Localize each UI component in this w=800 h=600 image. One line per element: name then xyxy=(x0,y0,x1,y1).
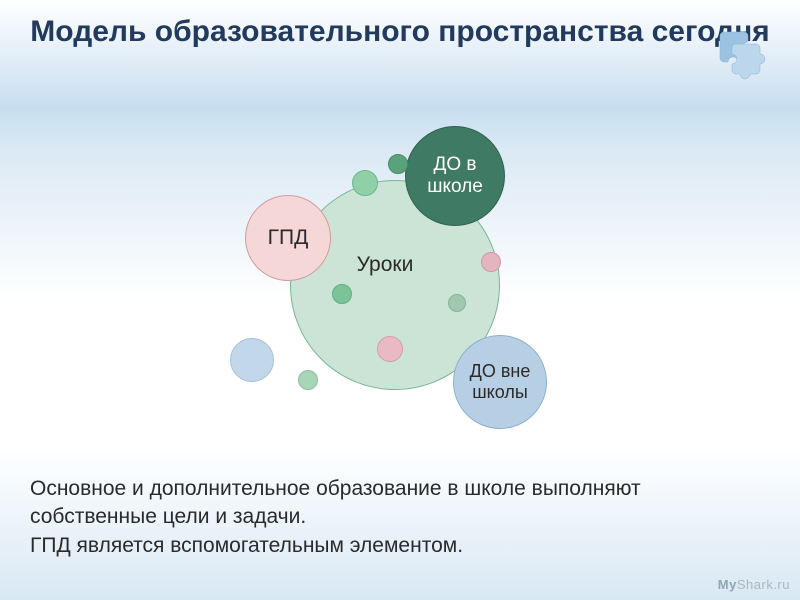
puzzle-piece-front xyxy=(732,44,765,79)
circle-s8 xyxy=(230,338,274,382)
circle-s5 xyxy=(448,294,466,312)
body-line-2: ГПД является вспомогательным элементом. xyxy=(30,532,650,560)
circle-label-main: Уроки xyxy=(357,253,414,277)
circle-s3 xyxy=(332,284,352,304)
slide-title: Модель образовательного пространства сег… xyxy=(0,14,800,50)
circle-s7 xyxy=(298,370,318,390)
watermark-prefix: My xyxy=(718,577,737,592)
circle-gpd: ГПД xyxy=(245,195,331,281)
bubble-diagram: Уроки ГПД ДО в школе ДО вне школы xyxy=(150,100,650,440)
circle-label-do_in: ДО в школе xyxy=(427,154,483,198)
circle-s2 xyxy=(388,154,408,174)
watermark: MyShark.ru xyxy=(718,577,790,592)
body-text: Основное и дополнительное образование в … xyxy=(30,475,650,560)
circle-s1 xyxy=(352,170,378,196)
circle-s4 xyxy=(377,336,403,362)
circle-label-gpd: ГПД xyxy=(268,226,309,250)
body-line-1: Основное и дополнительное образование в … xyxy=(30,475,650,532)
circle-do_in: ДО в школе xyxy=(405,126,505,226)
circle-s6 xyxy=(481,252,501,272)
slide-root: Модель образовательного пространства сег… xyxy=(0,0,800,600)
circle-label-do_out: ДО вне школы xyxy=(470,361,531,402)
puzzle-icon xyxy=(702,26,772,81)
circle-do_out: ДО вне школы xyxy=(453,335,547,429)
watermark-suffix: Shark.ru xyxy=(737,577,790,592)
